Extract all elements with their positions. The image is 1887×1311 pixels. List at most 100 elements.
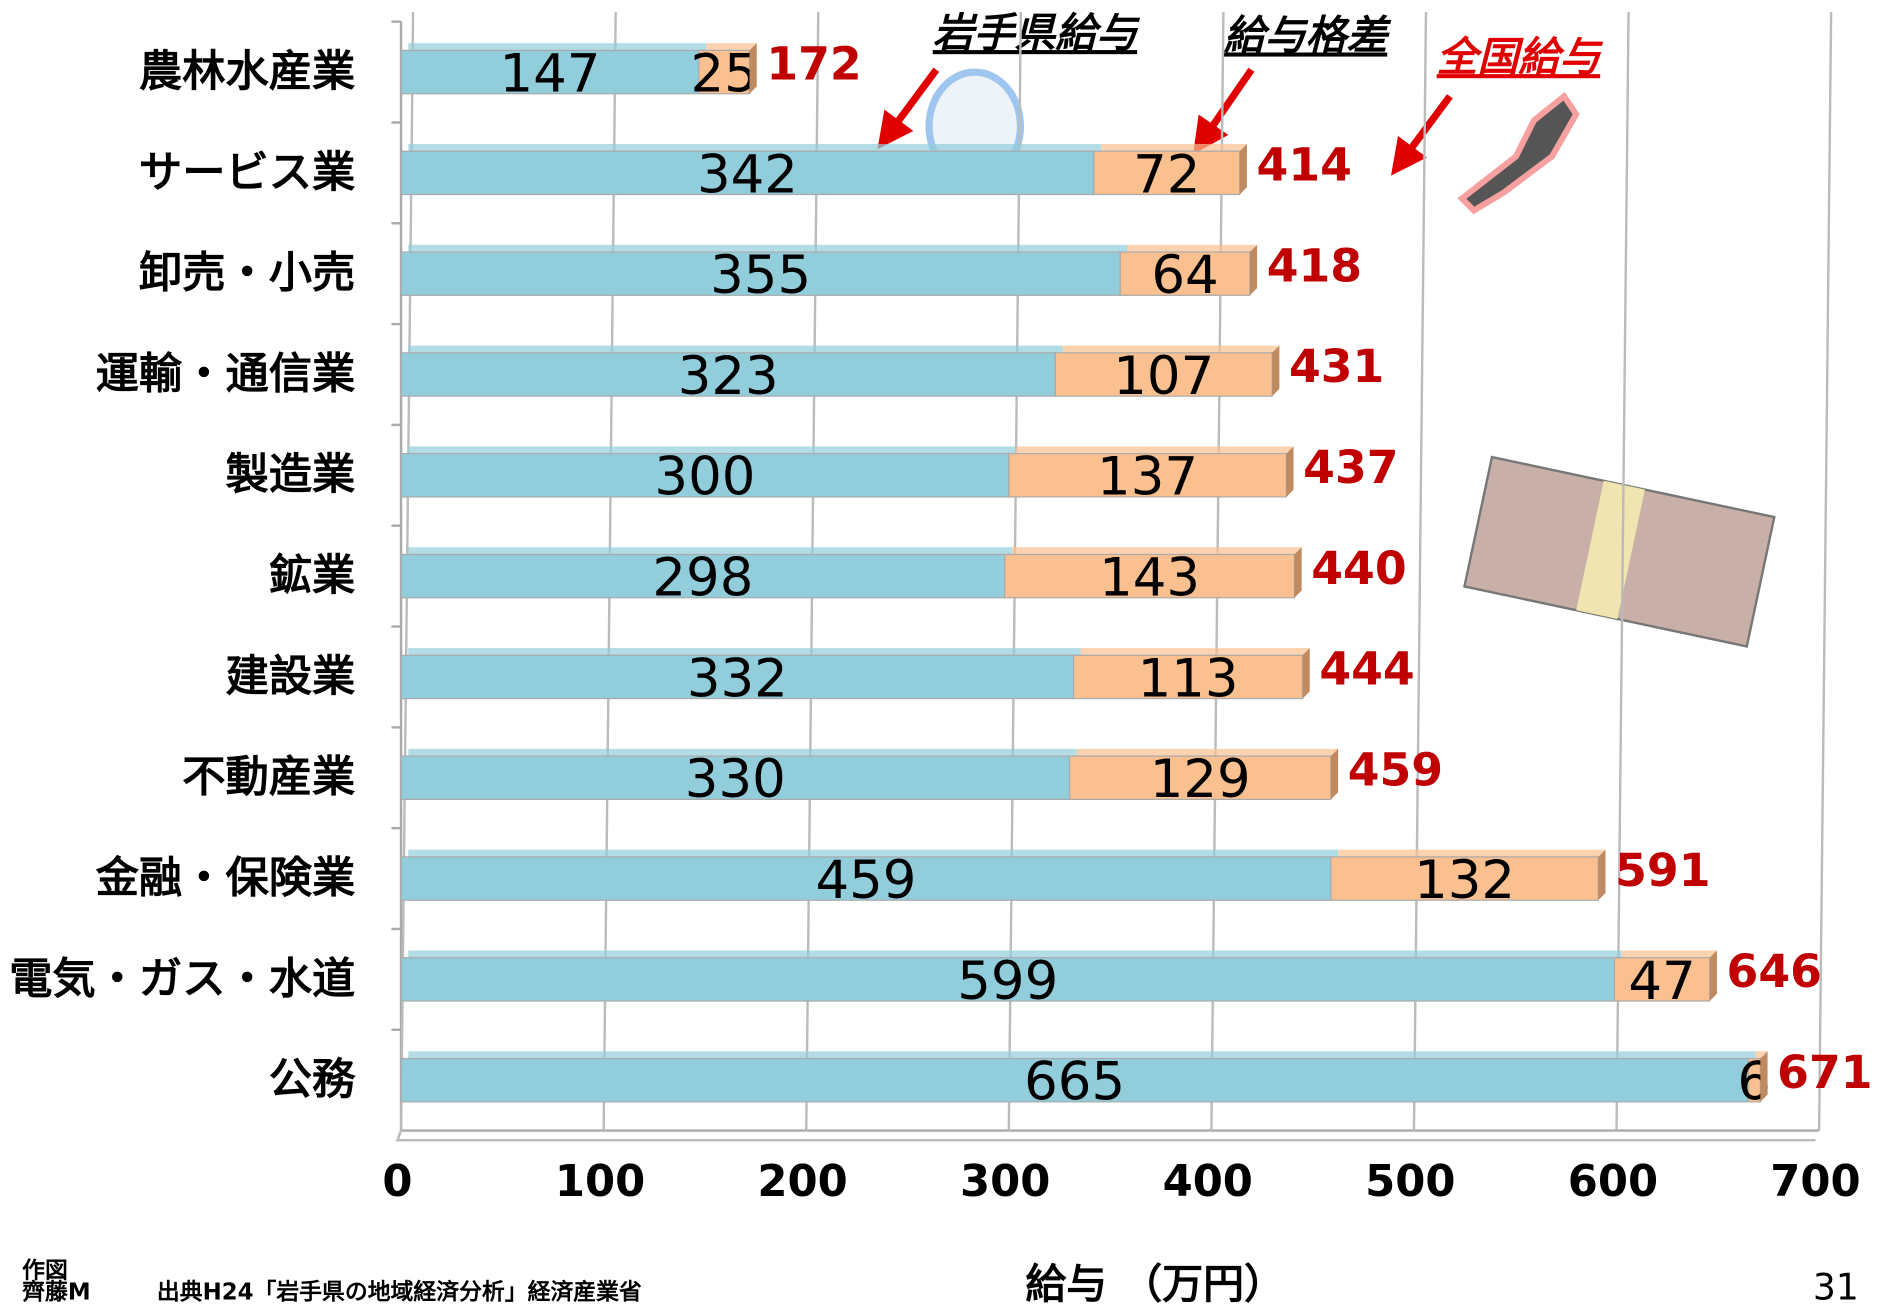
bar-end: [1272, 345, 1280, 397]
bar-segment: [1101, 144, 1247, 152]
x-tick-label: 300: [960, 1157, 1050, 1207]
value-label: 72: [1133, 144, 1200, 205]
bar-segment: [1127, 244, 1258, 253]
annotations: 岩手県給与 給与格差 全国給与: [877, 9, 1776, 648]
total-label: 444: [1319, 643, 1414, 696]
value-label: 64: [1151, 245, 1218, 306]
x-tick-label: 100: [555, 1157, 645, 1207]
x-tick-label: 0: [382, 1157, 412, 1207]
x-tick-label: 400: [1163, 1157, 1253, 1207]
total-label: 431: [1289, 340, 1384, 393]
value-label: 355: [710, 245, 811, 306]
bar-segment: [408, 547, 1012, 555]
bar-segment: [408, 144, 1102, 152]
grid-line: [1817, 12, 1833, 1131]
y-tick-label: 不動産業: [182, 753, 356, 803]
value-label: 25: [691, 44, 758, 105]
footer-author: 齊藤M: [22, 1278, 90, 1305]
bar-segment: [1068, 755, 1332, 800]
bar-segment: [408, 748, 1077, 757]
total-label: 440: [1311, 542, 1406, 595]
bar-segment: [400, 150, 1095, 196]
bar-end: [1709, 950, 1717, 1002]
x-axis-label: 給与 （万円）: [1025, 1260, 1284, 1308]
bar-segment: [400, 49, 700, 95]
value-label: 300: [654, 447, 755, 508]
series-annotation: 給与格差: [1224, 11, 1392, 59]
bar-end: [1294, 547, 1302, 598]
x-tick-label: 700: [1770, 1157, 1860, 1207]
bar-segment: [1004, 553, 1296, 599]
y-tick-label: 建設業: [225, 652, 356, 702]
y-tick-label: 運輸・通信業: [96, 349, 356, 399]
bar-segment: [408, 43, 707, 51]
value-label: 47: [1628, 951, 1695, 1012]
bar-segment: [1062, 345, 1280, 353]
bar-segment: [1338, 849, 1606, 857]
bar-end: [1598, 849, 1606, 901]
total-label: 459: [1348, 743, 1443, 796]
value-label: 665: [1024, 1052, 1125, 1113]
bar-segment: [1080, 648, 1310, 656]
total-label: 414: [1257, 139, 1352, 192]
bar-segment: [1016, 446, 1294, 454]
value-label: 129: [1150, 749, 1251, 810]
axis-floor: [395, 1130, 1816, 1142]
bar-end: [1239, 144, 1247, 195]
y-tick-label: 電気・ガス・水道: [9, 954, 355, 1004]
bar-end: [1760, 1051, 1768, 1102]
y-tick-label: 鉱業: [269, 551, 356, 601]
footer-author-label: 作図: [22, 1258, 68, 1284]
bar-segment: [408, 446, 1017, 454]
x-tick-label: 200: [757, 1157, 847, 1207]
y-tick-label: 卸売・小売: [139, 249, 355, 299]
bar-segment: [1621, 950, 1717, 958]
y-tick-label: 金融・保険業: [96, 853, 356, 903]
bar-segment: [400, 654, 1075, 700]
bar-segment: [400, 755, 1071, 800]
total-label: 646: [1727, 945, 1822, 998]
bar-end: [1249, 244, 1258, 296]
series-annotation: 岩手県給与: [933, 9, 1140, 57]
grid-line: [1615, 12, 1630, 1131]
value-label: 342: [697, 144, 798, 205]
bar-segment: [1076, 748, 1339, 757]
plot: 0 100 200 300 400 500 600 700 農林水産業 147 25 172 サービス業…: [9, 12, 1873, 1207]
value-label: 147: [499, 44, 600, 105]
x-tick-label: 600: [1568, 1157, 1658, 1207]
bar-end: [1302, 648, 1310, 699]
value-label: 459: [815, 850, 916, 911]
bar-segment: [698, 49, 751, 95]
bar-end: [749, 43, 757, 94]
bar-segment: [1011, 547, 1302, 555]
total-label: 418: [1267, 239, 1362, 292]
total-label: 591: [1615, 844, 1710, 897]
bar-segment: [1755, 1051, 1768, 1059]
value-label: 599: [957, 951, 1058, 1012]
value-label: 330: [685, 749, 786, 810]
bar-segment: [408, 849, 1339, 857]
arrow: [1193, 67, 1255, 155]
bar-segment: [408, 950, 1622, 958]
arrow: [877, 67, 940, 150]
value-label: 298: [652, 548, 753, 609]
bar-segment: [706, 43, 757, 51]
bar-segment: [408, 244, 1128, 253]
bar-segment: [400, 553, 1006, 599]
value-label: 323: [678, 346, 779, 407]
totals-annotation: 全国給与: [1437, 33, 1604, 81]
footer-source: 出典H24「岩手県の地域経済分析」経済産業省: [157, 1278, 642, 1305]
y-tick-label: 農林水産業: [139, 47, 356, 97]
bar-segment: [400, 856, 1332, 901]
bar-segment: [1073, 654, 1304, 700]
bar-segment: [408, 648, 1081, 656]
map-icon: [1457, 91, 1580, 215]
total-label: 172: [766, 38, 861, 91]
value-label: 107: [1113, 346, 1214, 407]
bar-segment: [1119, 251, 1251, 296]
bar-segment: [408, 1051, 1756, 1059]
value-label: 113: [1138, 648, 1239, 709]
x-tick-label: 500: [1365, 1157, 1455, 1207]
grid-line: [1412, 12, 1428, 1131]
